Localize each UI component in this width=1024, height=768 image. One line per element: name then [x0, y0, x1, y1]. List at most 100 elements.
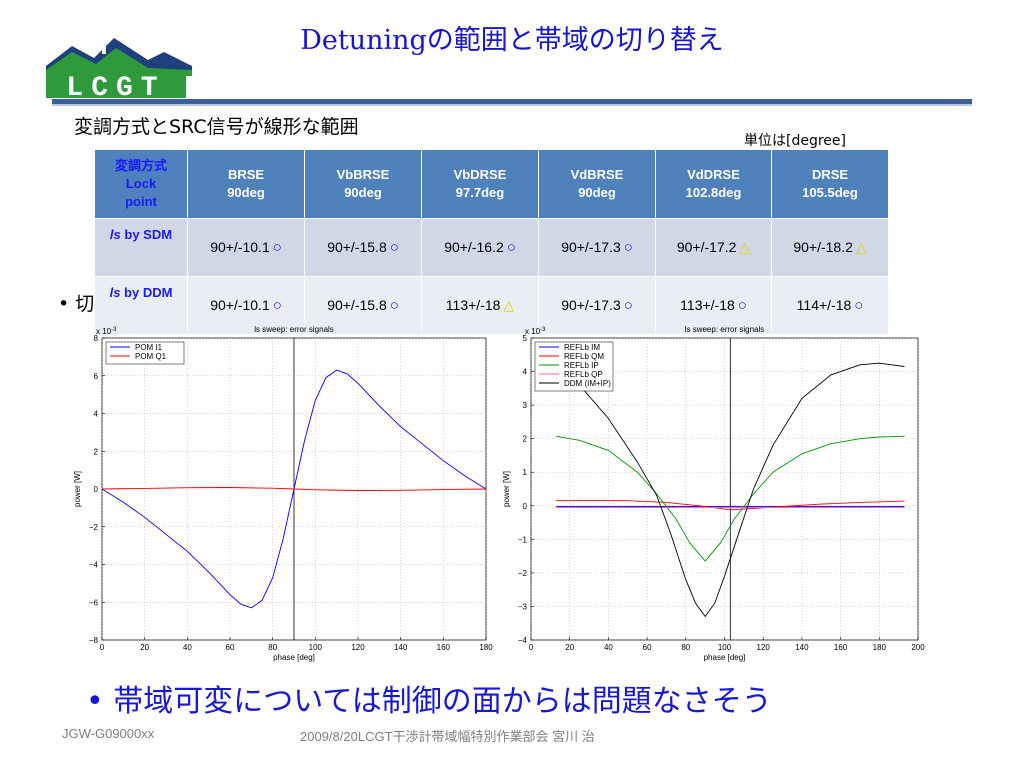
axis-exponent-label: x 10-3	[525, 327, 546, 336]
x-tick-label: 100	[718, 643, 732, 652]
table-cell: 90+/-10.1 ○	[187, 218, 305, 277]
circle-mark-icon: ○	[623, 239, 633, 256]
x-axis-label: phase [deg]	[273, 653, 315, 662]
y-tick-label: 6	[94, 372, 99, 381]
y-tick-label: −6	[89, 598, 99, 607]
legend-label: REFLb QM	[564, 352, 604, 361]
x-tick-label: 160	[834, 643, 848, 652]
table-cell: 90+/-16.2 ○	[421, 218, 539, 277]
y-axis-label: power [W]	[502, 471, 511, 507]
chart-title: ls sweep: error signals	[254, 325, 334, 334]
y-tick-label: 0	[94, 485, 99, 494]
legend-label: POM I1	[135, 343, 163, 352]
triangle-mark-icon: △	[503, 297, 515, 313]
table-cell: 90+/-10.1 ○	[187, 276, 305, 335]
header-rule	[52, 99, 972, 104]
header-drse: DRSE 105.5deg	[771, 149, 889, 219]
series-line-reflb-ip	[556, 435, 905, 562]
x-tick-label: 0	[529, 643, 534, 652]
legend-label: REFLb QP	[564, 370, 603, 379]
table-caption: 変調方式とSRC信号が線形な範囲	[74, 116, 359, 138]
x-tick-label: 120	[351, 643, 365, 652]
y-tick-label: 0	[523, 502, 528, 511]
x-tick-label: 20	[565, 643, 574, 652]
x-tick-label: 60	[643, 643, 652, 652]
x-tick-label: 160	[437, 643, 451, 652]
circle-mark-icon: ○	[623, 297, 633, 314]
legend-label: POM Q1	[135, 352, 167, 361]
header-vdbrse: VdBRSE 90deg	[538, 149, 656, 219]
y-tick-label: −2	[518, 569, 528, 578]
row-label-sdm: ls by SDM	[94, 218, 188, 277]
x-tick-label: 60	[226, 643, 235, 652]
y-tick-label: −4	[518, 636, 528, 645]
table-cell: 90+/-17.3 ○	[538, 276, 656, 335]
chart-title: ls sweep: error signals	[685, 325, 765, 334]
table-cell: 90+/-15.8 ○	[304, 276, 422, 335]
table-row-ddm: ls by DDM 90+/-10.1 ○ 90+/-15.8 ○ 113+/-18…	[94, 276, 889, 335]
x-tick-label: 120	[757, 643, 771, 652]
y-tick-label: 1	[523, 468, 528, 477]
partial-bullet: • 切	[58, 293, 95, 315]
series-line-pom-q1	[101, 487, 487, 491]
legend-label: REFLb IM	[564, 343, 600, 352]
table-cell: 113+/-18 ○	[655, 276, 772, 335]
circle-mark-icon: ○	[389, 297, 399, 314]
y-tick-label: 8	[94, 334, 99, 343]
legend-label: REFLb IP	[564, 361, 599, 370]
chart-pom-error-signals: 0 20 40 60 80 100 120 140 160 180 −8 −6 −4 −2 0 2 4 6 8x 1…	[73, 325, 493, 662]
x-tick-label: 20	[140, 643, 149, 652]
legend-label: DDM (IM+IP)	[564, 379, 611, 388]
legend-box	[105, 341, 185, 365]
table-header-row: 変調方式 Lock point BRSE 90deg VbBRSE 90deg VbDR…	[94, 149, 889, 219]
axis-exponent-label: x 10-3	[96, 327, 117, 336]
y-axis-label: power [W]	[73, 471, 82, 507]
x-tick-label: 180	[479, 643, 493, 652]
x-tick-label: 180	[873, 643, 887, 652]
conclusion-bullet: • 帯域可変については制御の面からは問題なさそう	[86, 684, 772, 719]
header-vbbrse: VbBRSE 90deg	[304, 149, 422, 219]
table-cell: 90+/-17.3 ○	[538, 218, 656, 277]
footer-doc-id: JGW-G09000xx	[62, 726, 155, 741]
slide-title: Detuningの範囲と帯域の切り替え	[300, 25, 724, 56]
y-tick-label: −8	[89, 636, 99, 645]
table-row-sdm: ls by SDM 90+/-10.1 ○ 90+/-15.8 ○ 90+/-16.…	[94, 218, 889, 277]
row-label-ddm: ls by DDM	[94, 276, 188, 335]
y-tick-label: −4	[89, 561, 99, 570]
y-tick-label: 4	[523, 368, 528, 377]
x-tick-label: 0	[100, 643, 105, 652]
x-tick-label: 80	[268, 643, 277, 652]
triangle-mark-icon: △	[739, 239, 751, 255]
header-modulation: 変調方式 Lock point	[94, 149, 188, 219]
x-tick-label: 140	[795, 643, 809, 652]
x-tick-label: 40	[604, 643, 613, 652]
x-tick-label: 40	[183, 643, 192, 652]
y-tick-label: 5	[523, 334, 528, 343]
circle-mark-icon: ○	[272, 297, 282, 314]
table-cell: 90+/-17.2 △	[655, 218, 772, 277]
circle-mark-icon: ○	[272, 239, 282, 256]
circle-mark-icon: ○	[737, 297, 747, 314]
triangle-mark-icon: △	[855, 239, 867, 255]
table-cell: 113+/-18 △	[421, 276, 539, 335]
table-cell: 114+/-18 ○	[771, 276, 889, 335]
y-tick-label: 2	[94, 447, 99, 456]
x-axis-label: phase [deg]	[704, 653, 746, 662]
y-tick-label: −1	[518, 535, 528, 544]
x-tick-label: 80	[681, 643, 690, 652]
table-cell: 90+/-15.8 ○	[304, 218, 422, 277]
footer-meeting: 2009/8/20LCGT干渉計帯域幅特別作業部会 宮川 治	[300, 729, 595, 744]
header-vddrse: VdDRSE 102.8deg	[655, 149, 772, 219]
circle-mark-icon: ○	[854, 297, 864, 314]
svg-text:LCGT: LCGT	[66, 73, 165, 100]
x-tick-label: 100	[309, 643, 323, 652]
lcgt-logo: LCGT	[44, 30, 192, 104]
x-tick-label: 140	[394, 643, 408, 652]
y-tick-label: −3	[518, 602, 528, 611]
header-brse: BRSE 90deg	[187, 149, 305, 219]
x-tick-label: 200	[911, 643, 925, 652]
series-line-reflb-qm	[556, 499, 905, 511]
y-tick-label: 4	[94, 410, 99, 419]
header-rule-light	[52, 104, 972, 106]
y-tick-label: −2	[89, 523, 99, 532]
